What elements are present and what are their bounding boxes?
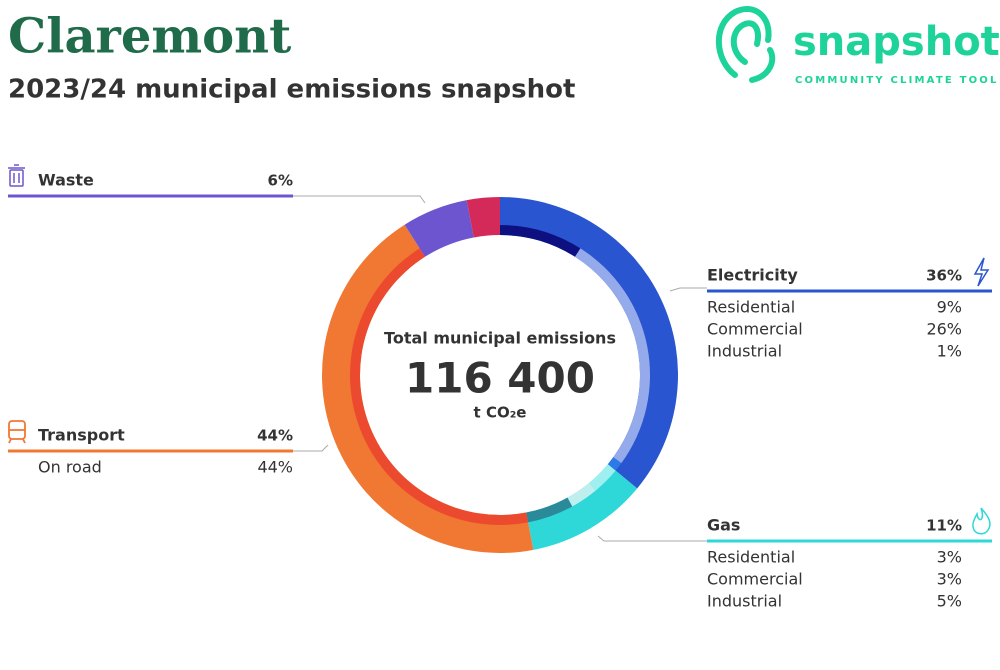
- sub-label: Commercial: [707, 320, 803, 339]
- icon-waste: [8, 164, 25, 187]
- title: Claremont: [8, 9, 291, 65]
- sub-label: Residential: [707, 298, 795, 317]
- sub-label: Industrial: [707, 342, 782, 361]
- sub-value: 3%: [937, 548, 962, 567]
- legend-label: Waste: [38, 171, 94, 190]
- leader-lines: [293, 195, 707, 542]
- sub-label: Residential: [707, 548, 795, 567]
- legend-label: Electricity: [707, 266, 798, 285]
- donut-subsegment: [567, 482, 596, 507]
- total: 116 400: [405, 354, 595, 403]
- donut-segment: [466, 197, 500, 238]
- sub-label: On road: [38, 458, 102, 477]
- donut-subsegment: [589, 464, 616, 491]
- icon-electricity: [973, 257, 990, 287]
- sub-value: 44%: [257, 458, 293, 477]
- sub-value: 26%: [926, 320, 962, 339]
- icon-transport: [8, 420, 26, 444]
- sub-value: 1%: [937, 342, 962, 361]
- logo-icon: [715, 5, 776, 83]
- legend-label: Gas: [707, 516, 740, 535]
- logo-tagline: COMMUNITY CLIMATE TOOL: [795, 75, 999, 86]
- unit: t CO₂e: [474, 404, 527, 422]
- sub-label: Commercial: [707, 570, 803, 589]
- legend-label: Transport: [38, 426, 125, 445]
- icon-gas: [972, 507, 991, 535]
- donut-subsegment: [500, 225, 581, 257]
- donut-subsegment: [526, 497, 573, 523]
- legend-value: 11%: [926, 517, 962, 535]
- donut-segment: [404, 200, 474, 257]
- logo-name: snapshot: [793, 19, 1000, 65]
- legend-value: 44%: [257, 427, 293, 445]
- sub-value: 9%: [937, 298, 962, 317]
- legend-value: 6%: [268, 172, 293, 190]
- donut-segment: [526, 464, 638, 550]
- subtitle: 2023/24 municipal emissions snapshot: [8, 75, 575, 105]
- donut-subsegment: [575, 248, 650, 464]
- center-label: Total municipal emissions: [384, 329, 616, 348]
- sub-label: Industrial: [707, 592, 782, 611]
- legend-value: 36%: [926, 267, 962, 285]
- sub-value: 3%: [937, 570, 962, 589]
- donut-subsegment: [607, 457, 622, 471]
- sub-value: 5%: [937, 592, 962, 611]
- donut-segment: [500, 197, 678, 489]
